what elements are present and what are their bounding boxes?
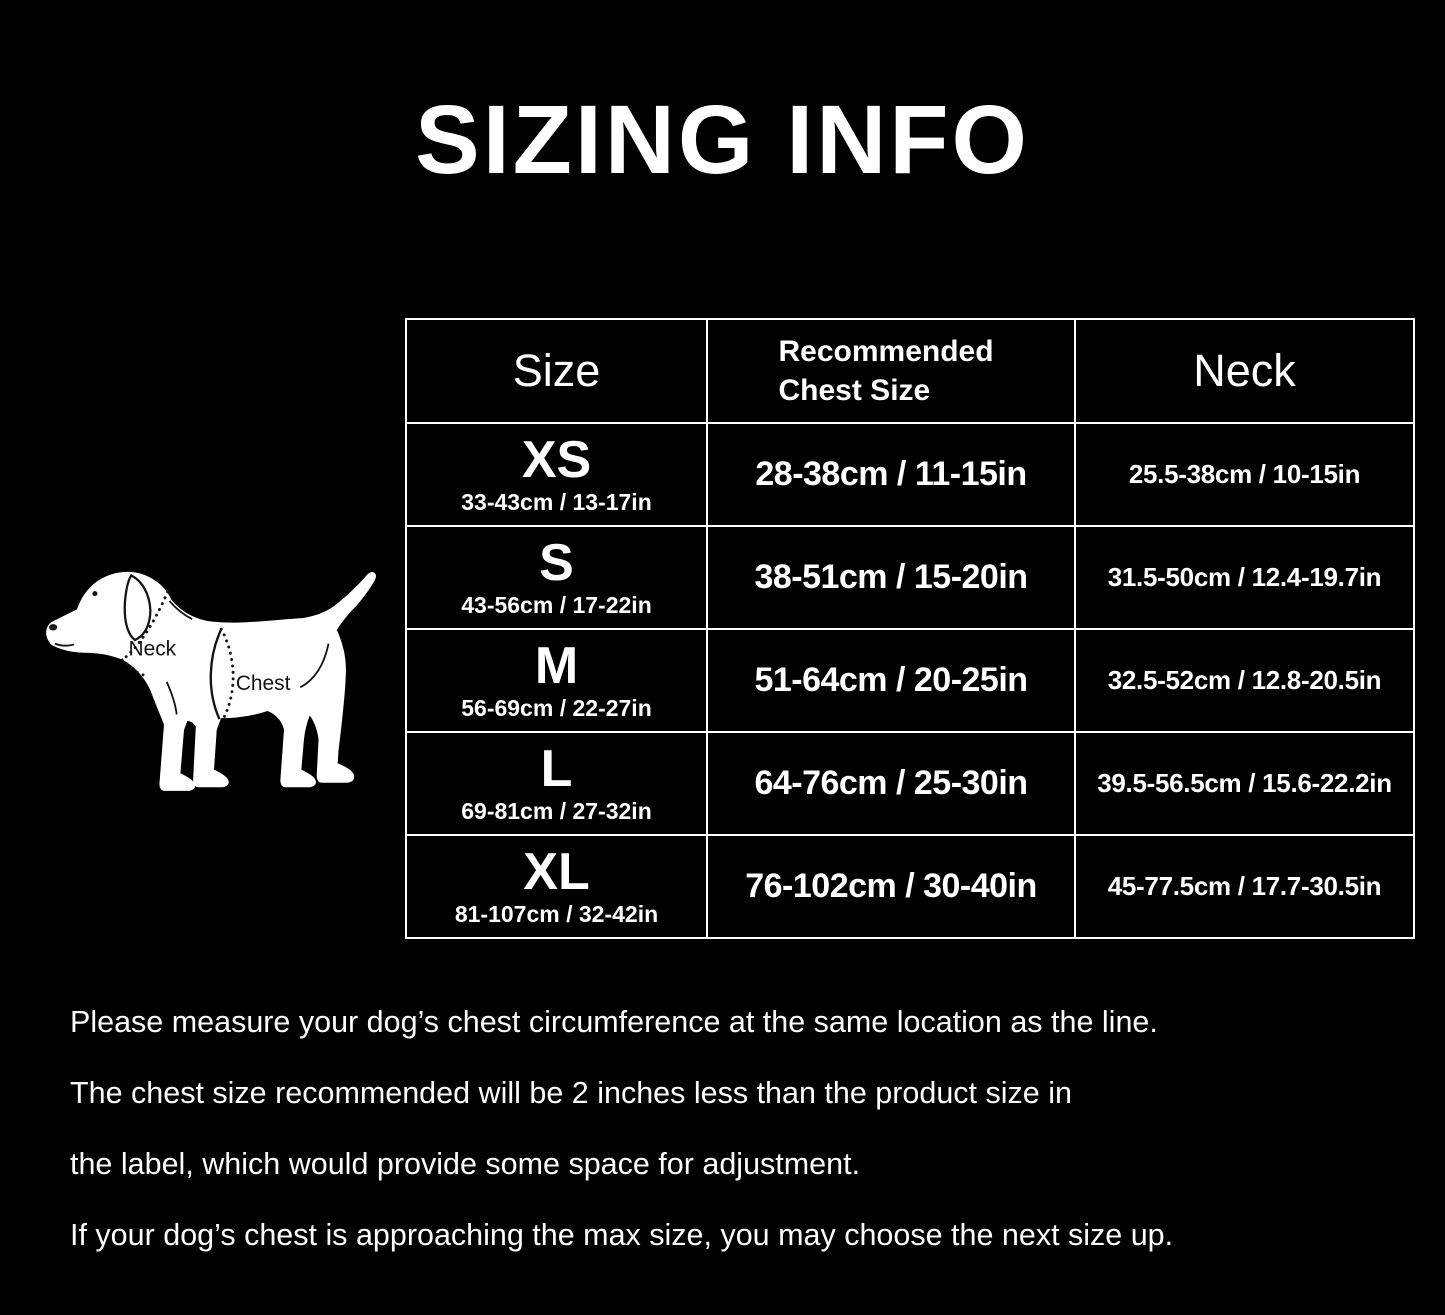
note-line: If your dog’s chest is approaching the m… — [70, 1218, 1174, 1252]
neck-measure-dotted-line-front — [120, 658, 147, 677]
dog-eye — [92, 591, 98, 597]
dog-mouth-line — [54, 642, 75, 647]
neck-cell: 39.5-56.5cm / 15.6-22.2in — [1074, 731, 1415, 836]
table-header-row: Size Recommended Chest Size Neck — [405, 318, 1415, 424]
header-chest-text: Recommended Chest Size — [778, 335, 994, 407]
dog-ear-line — [123, 573, 152, 642]
note-line: Please measure your dog’s chest circumfe… — [70, 1005, 1158, 1039]
size-cell: S 43-56cm / 17-22in — [405, 525, 708, 630]
size-cell: XS 33-43cm / 13-17in — [405, 422, 708, 527]
table-row-m: M 56-69cm / 22-27in 51-64cm / 20-25in 32… — [405, 628, 1415, 733]
size-cell: M 56-69cm / 22-27in — [405, 628, 708, 733]
neck-cell: 25.5-38cm / 10-15in — [1074, 422, 1415, 527]
page-title: SIZING INFO — [415, 85, 1030, 194]
dog-silhouette-icon: Neck Chest — [46, 571, 376, 791]
size-cell: XL 81-107cm / 32-42in — [405, 834, 708, 939]
neck-cell: 31.5-50cm / 12.4-19.7in — [1074, 525, 1415, 630]
dog-measurement-diagram: Neck Chest — [28, 500, 390, 800]
chest-cell: 38-51cm / 15-20in — [706, 525, 1076, 630]
table-row-xs: XS 33-43cm / 13-17in 28-38cm / 11-15in 2… — [405, 422, 1415, 527]
size-cell: L 69-81cm / 27-32in — [405, 731, 708, 836]
size-value: L — [540, 740, 573, 799]
neck-measure-dotted-line — [120, 590, 170, 662]
neck-cell: 45-77.5cm / 17.7-30.5in — [1074, 834, 1415, 939]
thigh-contour-line — [299, 643, 330, 689]
size-value: M — [534, 637, 579, 696]
chest-cell: 51-64cm / 20-25in — [706, 628, 1076, 733]
size-value: S — [539, 534, 574, 593]
shoulder-contour-line — [165, 681, 178, 715]
table-row-s: S 43-56cm / 17-22in 38-51cm / 15-20in 31… — [405, 525, 1415, 630]
size-value: XL — [523, 843, 590, 902]
size-range: 81-107cm / 32-42in — [454, 900, 659, 927]
size-value: XS — [521, 431, 592, 490]
chest-cell: 64-76cm / 25-30in — [706, 731, 1076, 836]
table-row-xl: XL 81-107cm / 32-42in 76-102cm / 30-40in… — [405, 834, 1415, 939]
neck-cell: 32.5-52cm / 12.8-20.5in — [1074, 628, 1415, 733]
size-range: 56-69cm / 22-27in — [461, 694, 652, 721]
chest-cell: 28-38cm / 11-15in — [706, 422, 1076, 527]
dog-nose — [49, 624, 58, 631]
chest-measure-dotted-line — [219, 627, 235, 721]
chest-cell: 76-102cm / 30-40in — [706, 834, 1076, 939]
header-size: Size — [405, 318, 708, 424]
neck-label: Neck — [129, 637, 177, 660]
note-line: the label, which would provide some spac… — [70, 1147, 861, 1181]
sizing-table: Size Recommended Chest Size Neck XS 33-4… — [405, 318, 1415, 939]
note-line: The chest size recommended will be 2 inc… — [70, 1076, 1072, 1110]
chest-label: Chest — [236, 672, 291, 695]
measurement-notes: Please measure your dog’s chest circumfe… — [70, 1000, 1400, 1284]
header-neck: Neck — [1074, 318, 1415, 424]
size-range: 33-43cm / 13-17in — [461, 488, 652, 515]
table-row-l: L 69-81cm / 27-32in 64-76cm / 25-30in 39… — [405, 731, 1415, 836]
neck-contour-line — [168, 600, 193, 620]
size-range: 43-56cm / 17-22in — [461, 591, 652, 618]
header-chest: Recommended Chest Size — [706, 318, 1076, 424]
chest-measure-solid-line — [209, 628, 223, 720]
size-range: 69-81cm / 27-32in — [461, 797, 652, 824]
